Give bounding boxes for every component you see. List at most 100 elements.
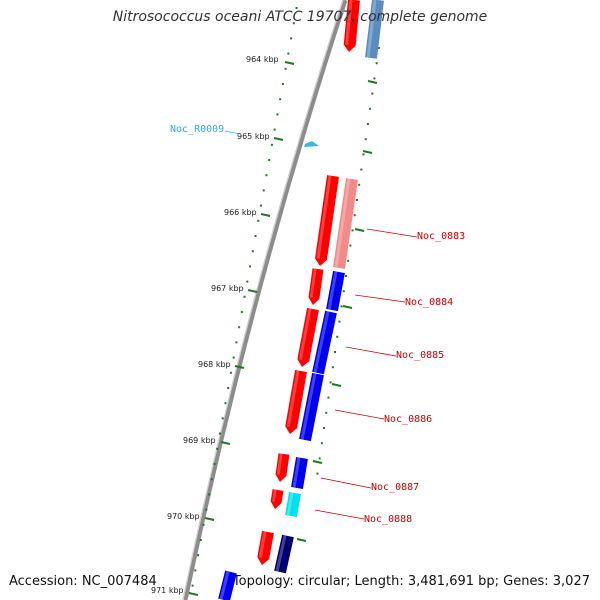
cds-0884-shade — [309, 268, 317, 298]
scale-dot — [347, 259, 350, 262]
scale-major-tick — [220, 441, 231, 445]
cog-0886[interactable] — [299, 372, 324, 442]
scale-dot — [208, 493, 211, 496]
cog-0887[interactable] — [291, 457, 308, 489]
gene-label-r0009[interactable]: Noc_R0009 — [170, 124, 224, 135]
rna-feature-r0009[interactable] — [304, 141, 319, 147]
cds-top-partial[interactable] — [343, 0, 360, 52]
scale-dot — [276, 113, 279, 116]
scale-major-tick — [296, 538, 307, 542]
cds-0885[interactable] — [297, 307, 319, 367]
scale-dot — [366, 123, 369, 125]
scale-dot — [373, 77, 376, 80]
scale-label-967: 967 kbp — [211, 284, 244, 293]
cog-top-partial[interactable] — [365, 0, 384, 59]
scale-dot — [197, 554, 200, 557]
cds-0883-shade — [316, 175, 332, 259]
scale-label-969: 969 kbp — [183, 436, 216, 445]
scale-dot — [362, 153, 365, 156]
scale-dot — [331, 366, 334, 369]
scale-dot — [318, 457, 321, 460]
cog-0885-shade — [313, 311, 330, 373]
scale-label-971: 971 kbp — [151, 586, 184, 595]
leader-line-r0009 — [224, 130, 241, 135]
scale-dot — [353, 214, 356, 217]
scale-dot — [329, 381, 332, 384]
scale-dot — [273, 128, 276, 131]
scale-dot — [232, 356, 235, 359]
scale-dot — [257, 219, 260, 222]
scale-major-tick — [273, 137, 284, 141]
scale-dot — [281, 83, 284, 85]
scale-dot — [342, 290, 345, 293]
gene-label-0884[interactable]: Noc_0884 — [405, 297, 453, 308]
scale-dot — [316, 472, 319, 475]
cog-top-partial-shade — [366, 0, 377, 58]
scale-major-tick — [260, 213, 271, 217]
gene-label-0886[interactable]: Noc_0886 — [384, 414, 432, 425]
cds-0888[interactable] — [270, 489, 284, 509]
scale-dot — [229, 371, 232, 374]
scale-dot — [292, 22, 295, 25]
scale-dot — [227, 387, 230, 389]
scale-dot — [325, 411, 328, 414]
cog-next-shade — [275, 535, 287, 572]
scale-label-968: 968 kbp — [198, 360, 231, 369]
cds-0887[interactable] — [275, 453, 290, 482]
cds-0886[interactable] — [285, 369, 307, 434]
gene-label-0888[interactable]: Noc_0888 — [364, 514, 412, 525]
leader-line-0885 — [345, 346, 397, 357]
cds-0886-shade — [286, 370, 300, 427]
cds-0887-shade — [276, 453, 283, 475]
cog-0884[interactable] — [326, 270, 345, 312]
scale-major-tick — [367, 80, 378, 84]
scale-dot — [340, 305, 343, 308]
scale-dot — [221, 417, 224, 420]
scale-dot — [238, 326, 241, 329]
scale-dot — [243, 295, 246, 298]
scale-dot — [295, 7, 298, 9]
scale-dot — [262, 189, 265, 192]
cog-0888[interactable] — [285, 491, 301, 518]
scale-dot — [216, 447, 219, 450]
cog-0883[interactable] — [333, 178, 358, 269]
scale-dot — [240, 311, 243, 313]
cds-0884[interactable] — [308, 268, 324, 305]
scale-dot — [191, 584, 194, 587]
scale-dot — [369, 107, 372, 110]
cds-0883[interactable] — [315, 175, 339, 266]
scale-dot — [284, 67, 287, 70]
cog-0885[interactable] — [312, 310, 337, 375]
scale-dot — [202, 523, 205, 526]
scale-dot — [355, 199, 358, 201]
cds-top-partial-shade — [345, 0, 353, 45]
cog-0888-shade — [286, 492, 294, 516]
gene-label-0885[interactable]: Noc_0885 — [396, 350, 444, 361]
scale-dot — [336, 335, 339, 338]
cog-0884-shade — [327, 271, 338, 310]
scale-major-tick — [342, 305, 353, 309]
cog-next[interactable] — [274, 534, 294, 574]
genome-backbone-highlight — [182, 0, 344, 600]
scale-dot — [213, 463, 216, 465]
cds-bottom-partial[interactable] — [218, 570, 237, 600]
scale-dot — [351, 229, 354, 232]
gene-label-0887[interactable]: Noc_0887 — [371, 482, 419, 493]
scale-major-tick — [247, 289, 258, 293]
scale-dot — [259, 204, 262, 207]
scale-major-tick — [331, 383, 342, 387]
cds-0888-shade — [272, 489, 277, 502]
accession-text: Accession: NC_007484 — [9, 574, 157, 589]
scale-layer — [188, 7, 380, 596]
scale-major-tick — [354, 228, 365, 232]
gene-label-0883[interactable]: Noc_0883 — [417, 231, 465, 242]
scale-dot — [320, 442, 323, 445]
scale-dot — [360, 168, 363, 171]
scale-label-964: 964 kbp — [246, 55, 279, 64]
topology-summary: Topology: circular; Length: 3,481,691 bp… — [232, 574, 590, 589]
cds-next[interactable] — [257, 530, 274, 565]
scale-dot — [235, 341, 238, 344]
leader-line-0886 — [334, 409, 385, 420]
cds-bottom-partial-shade — [219, 570, 230, 600]
scale-dot — [323, 427, 326, 429]
